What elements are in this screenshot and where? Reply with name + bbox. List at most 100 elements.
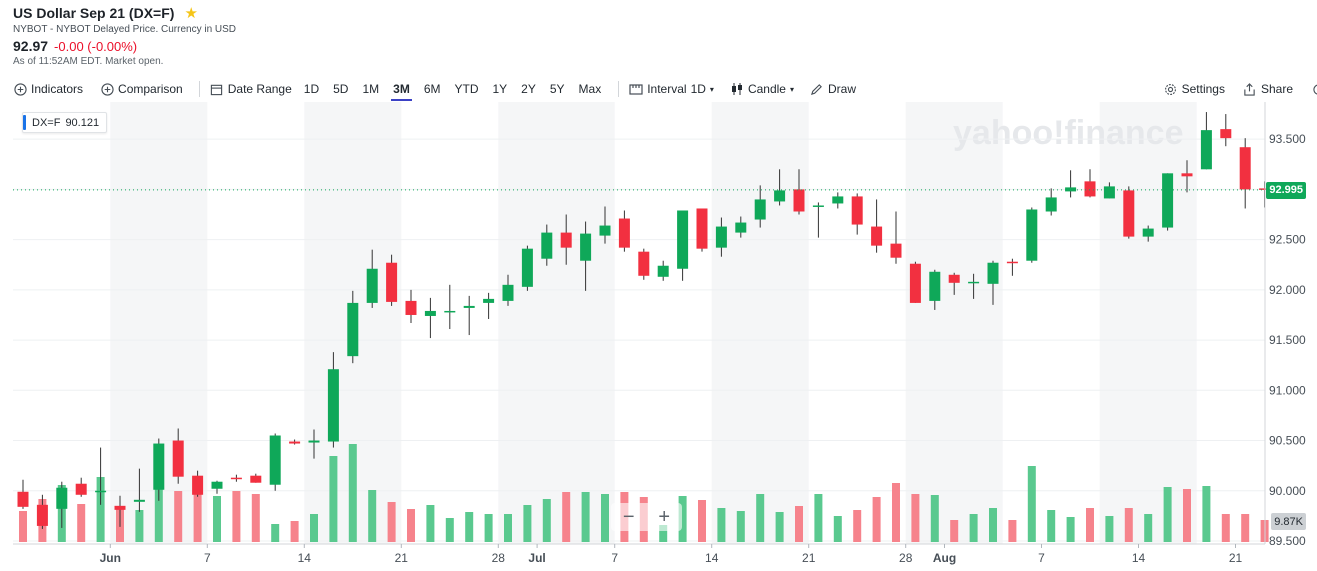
candle-body (386, 262, 398, 302)
price-chart[interactable]: yahoo!finance93.50093.00092.50092.00091.… (13, 102, 1317, 570)
candle-body (599, 225, 611, 236)
candle-body (1026, 209, 1038, 261)
toolbar-divider (198, 81, 200, 97)
candle-body (968, 281, 980, 284)
candle-body (483, 298, 495, 303)
x-tick-label: 28 (492, 551, 506, 565)
last-price-tag: 92.995 (1266, 181, 1306, 199)
candle-body (1065, 187, 1077, 192)
candle-body (463, 305, 475, 308)
volume-bar (484, 514, 493, 542)
range-ytd[interactable]: YTD (454, 82, 479, 96)
volume-bar (387, 502, 396, 542)
interval-dropdown[interactable]: Interval 1D ▾ (629, 82, 714, 96)
star-icon[interactable]: ★ (184, 5, 198, 22)
candle-body (793, 189, 805, 212)
chevron-down-icon: ▾ (709, 84, 714, 94)
volume-bar (795, 506, 803, 542)
gear-icon (1164, 82, 1178, 96)
toolbar-divider (618, 81, 620, 97)
candle-body (1123, 190, 1135, 237)
settings-button[interactable]: Settings (1164, 82, 1225, 96)
range-5y[interactable]: 5Y (549, 82, 565, 96)
reset-button[interactable] (1311, 82, 1317, 96)
range-1d[interactable]: 1D (303, 82, 320, 96)
range-max[interactable]: Max (578, 82, 602, 96)
plus-circle-icon (13, 82, 27, 96)
candle-body (1239, 147, 1251, 190)
candle-body (289, 441, 301, 444)
volume-bar (678, 496, 687, 542)
volume-bar (310, 514, 318, 542)
range-1m[interactable]: 1M (362, 82, 380, 96)
candle-body (405, 300, 417, 315)
volume-bar (1086, 508, 1094, 542)
range-5d[interactable]: 5D (333, 82, 349, 96)
share-button[interactable]: Share (1243, 82, 1293, 96)
candle-body (75, 483, 87, 495)
comparison-button[interactable]: Comparison (100, 82, 183, 96)
candle-body (133, 499, 145, 502)
date-range-button[interactable]: Date Range (210, 82, 292, 96)
range-6m[interactable]: 6M (423, 82, 441, 96)
volume-bar (872, 497, 881, 542)
chart-type-dropdown[interactable]: Candle ▾ (730, 82, 794, 96)
candle-body (366, 268, 378, 303)
candle-body (560, 232, 572, 248)
volume-bar (969, 514, 978, 542)
volume-bar (542, 499, 551, 542)
week-band (1099, 102, 1197, 544)
week-band (711, 102, 809, 544)
volume-bar (407, 509, 415, 542)
candle-body (1084, 181, 1096, 197)
volume-bar (581, 492, 590, 542)
zoom-out-button[interactable]: − (622, 505, 635, 528)
candle-body (618, 218, 630, 248)
zoom-controls: − + (611, 503, 682, 531)
y-tick-label: 93.500 (1269, 132, 1306, 146)
volume-bar (1183, 489, 1191, 542)
volume-bar (77, 504, 86, 542)
candle-body (890, 243, 902, 258)
range-3m[interactable]: 3M (391, 82, 412, 101)
candle-body (114, 505, 126, 510)
draw-button[interactable]: Draw (810, 82, 856, 96)
volume-bar (465, 512, 474, 542)
candle-body (774, 190, 786, 202)
volume-bar (562, 492, 571, 542)
volume-bar (1144, 514, 1153, 542)
volume-bar (717, 508, 726, 542)
candle-body (851, 196, 863, 225)
volume-bar (601, 494, 609, 542)
volume-bar (329, 456, 338, 542)
volume-bar (1027, 466, 1036, 542)
series-legend[interactable]: DX=F 90.121 (22, 112, 108, 133)
volume-bar (251, 494, 260, 542)
range-2y[interactable]: 2Y (521, 82, 536, 96)
volume-bar (96, 477, 105, 542)
y-tick-label: 89.500 (1269, 534, 1306, 548)
volume-bar (1221, 514, 1230, 542)
pencil-icon (810, 82, 824, 96)
candle-body (424, 310, 436, 316)
candle-body (308, 440, 320, 443)
candle-body (715, 226, 727, 248)
settings-label: Settings (1181, 82, 1225, 96)
volume-bar (1008, 520, 1017, 542)
candle-body (677, 210, 689, 269)
x-tick-label: Jul (528, 551, 545, 565)
volume-bar (1105, 516, 1114, 542)
indicators-button[interactable]: Indicators (13, 82, 83, 96)
x-tick-label: 21 (395, 551, 409, 565)
volume-bar (445, 518, 454, 542)
zoom-in-button[interactable]: + (658, 505, 671, 528)
refresh-icon (1311, 82, 1317, 96)
x-tick-label: Aug (933, 551, 956, 565)
x-tick-label: 7 (1038, 551, 1045, 565)
market-status: As of 11:52AM EDT. Market open. (13, 56, 164, 67)
volume-bar (775, 512, 784, 542)
calendar-icon (210, 82, 224, 96)
volume-bar (833, 516, 842, 542)
x-tick-label: Jun (100, 551, 121, 565)
range-1y[interactable]: 1Y (492, 82, 508, 96)
